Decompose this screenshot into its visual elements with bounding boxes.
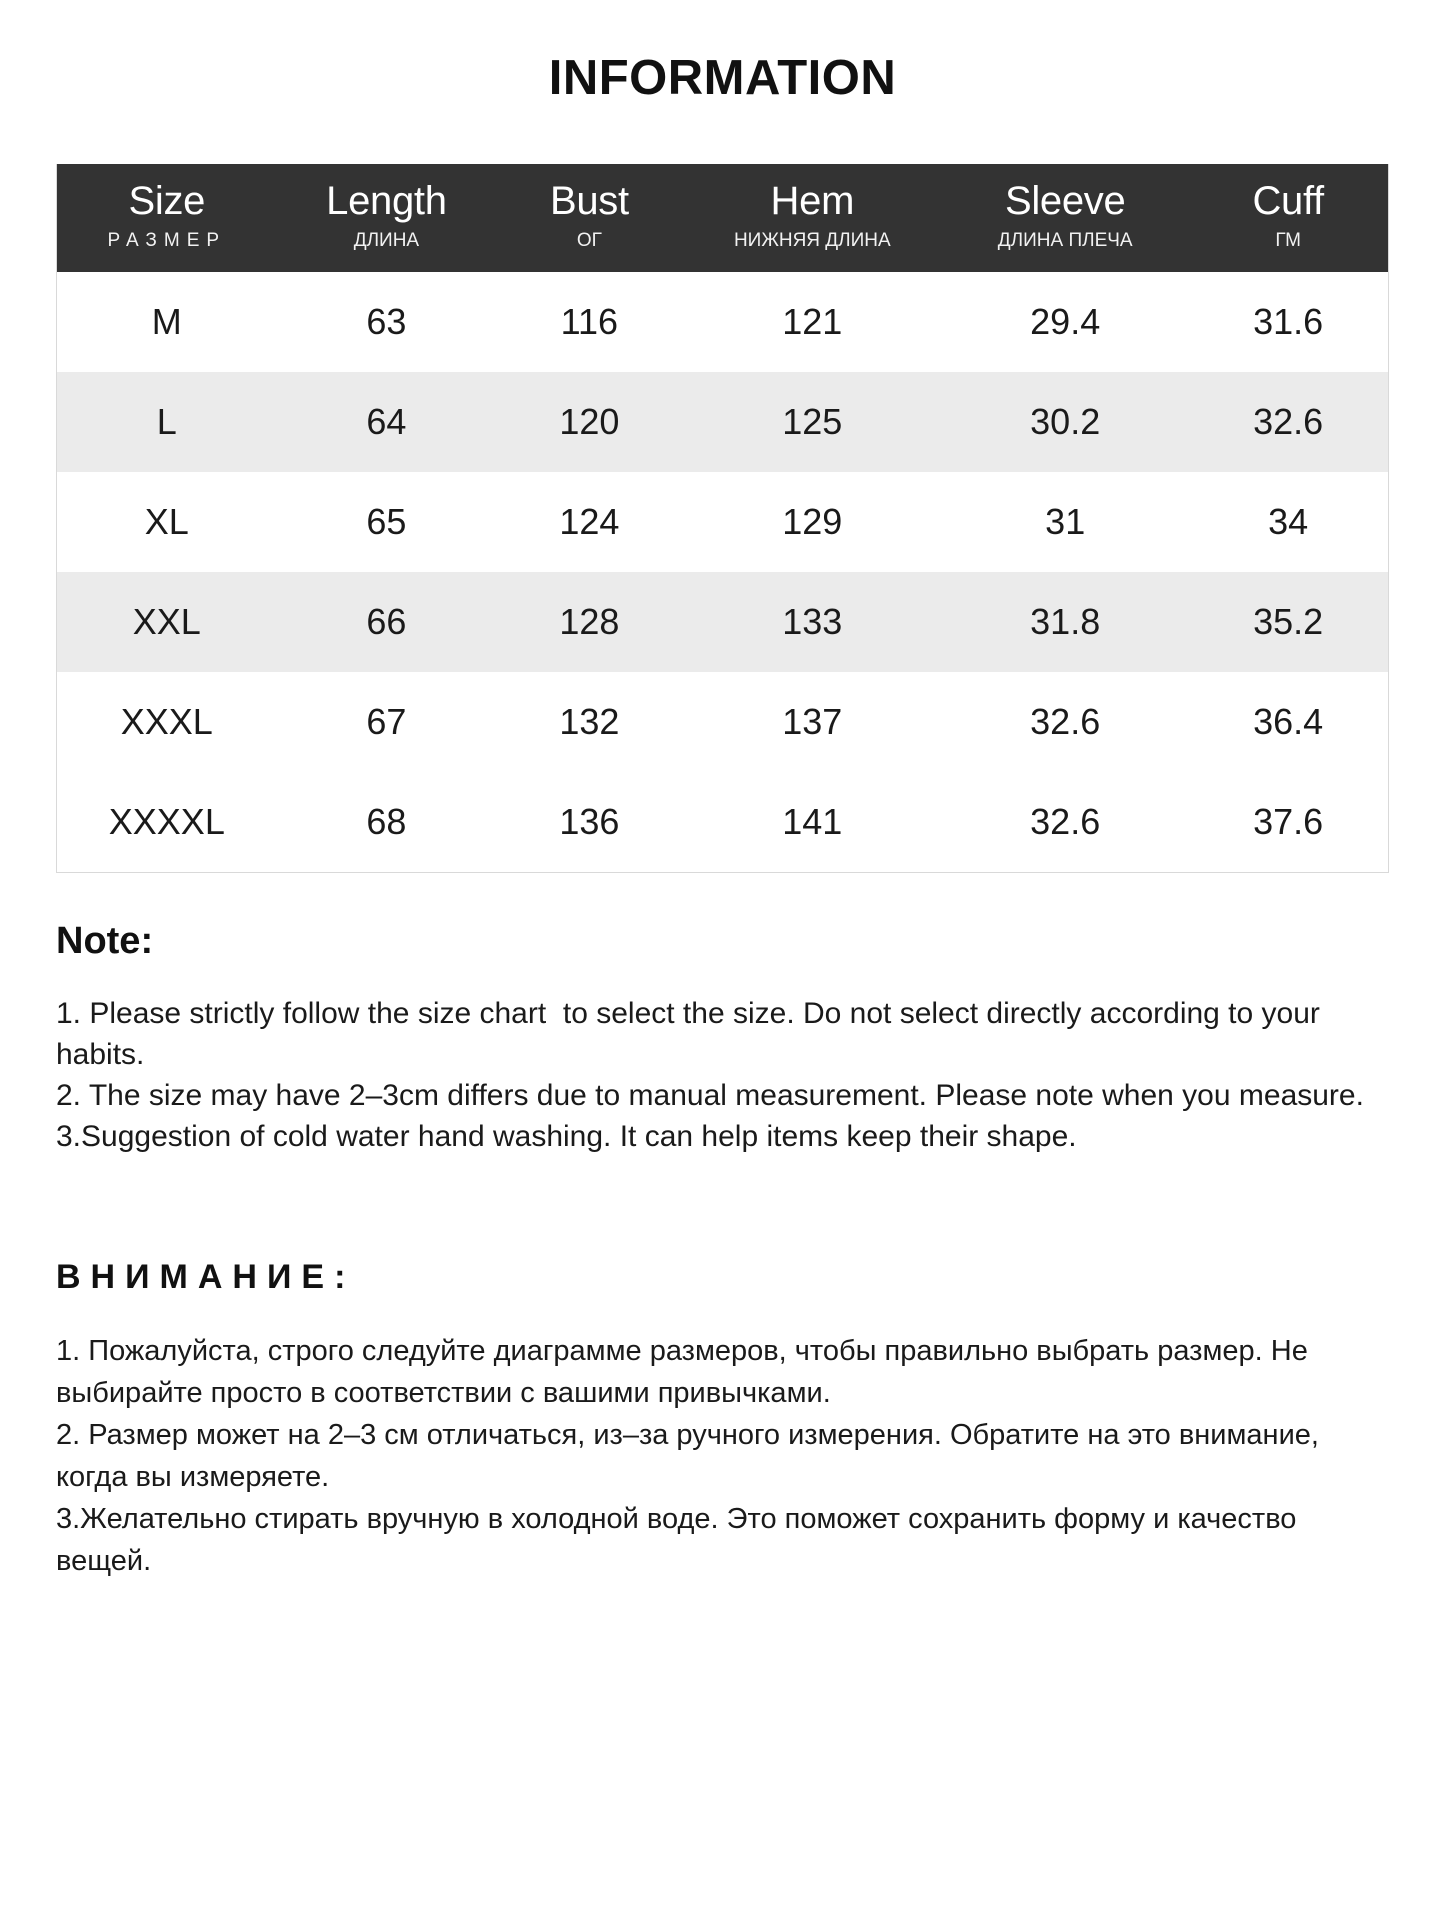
cell-sleeve: 31 <box>1045 501 1086 543</box>
cell-sleeve: 31.8 <box>1030 601 1101 643</box>
cell-sleeve: 29.4 <box>1030 301 1101 343</box>
cell-bust: 124 <box>559 501 620 543</box>
cell-cuff: 32.6 <box>1253 401 1324 443</box>
cell-hem: 141 <box>782 801 843 843</box>
table-row: XXL 66 128 133 31.8 35.2 <box>57 572 1388 673</box>
column-header-sleeve-label: Sleeve <box>1004 179 1126 224</box>
column-header-sleeve: Sleeve ДЛИНА ПЛЕЧА <box>942 164 1188 272</box>
cell-sleeve: 32.6 <box>1030 701 1101 743</box>
cell-size: XXXXL <box>108 801 225 843</box>
column-header-cuff: Cuff ГМ <box>1188 164 1388 272</box>
note-body-english: 1. Please strictly follow the size chart… <box>56 996 1364 1154</box>
cell-length: 66 <box>366 601 407 643</box>
cell-cuff: 36.4 <box>1253 701 1324 743</box>
notes-section-russian: ВНИМАНИЕ: 1. Пожалуйста, строго следуйте… <box>56 1257 1389 1582</box>
cell-length: 64 <box>366 401 407 443</box>
size-table-body: M 63 116 121 29.4 31.6 L 64 120 125 30.2… <box>57 272 1388 873</box>
cell-cuff: 31.6 <box>1253 301 1324 343</box>
table-row: XXXL 67 132 137 32.6 36.4 <box>57 672 1388 773</box>
cell-hem: 125 <box>782 401 843 443</box>
column-header-cuff-label: Cuff <box>1252 179 1324 224</box>
cell-hem: 133 <box>782 601 843 643</box>
column-header-length: Length ДЛИНА <box>277 164 497 272</box>
size-table: Size РАЗМЕР Length ДЛИНА Bust ОГ Hem НИЖ… <box>57 164 1388 873</box>
cell-size: M <box>151 301 182 343</box>
column-header-hem-sublabel: НИЖНЯЯ ДЛИНА <box>733 230 891 252</box>
table-row: M 63 116 121 29.4 31.6 <box>57 272 1388 373</box>
cell-bust: 132 <box>559 701 620 743</box>
table-row: XL 65 124 129 31 34 <box>57 472 1388 573</box>
notes-section-english: Note: 1. Please strictly follow the size… <box>56 919 1389 1157</box>
cell-bust: 128 <box>559 601 620 643</box>
column-header-bust-label: Bust <box>549 179 629 224</box>
table-row: XXXXL 68 136 141 32.6 37.6 <box>57 772 1388 873</box>
cell-sleeve: 30.2 <box>1030 401 1101 443</box>
cell-hem: 137 <box>782 701 843 743</box>
column-header-length-label: Length <box>326 179 447 224</box>
cell-size: XXL <box>132 601 201 643</box>
cell-length: 63 <box>366 301 407 343</box>
column-header-size: Size РАЗМЕР <box>57 164 277 272</box>
column-header-size-sublabel: РАЗМЕР <box>107 230 227 252</box>
cell-size: XXXL <box>120 701 213 743</box>
cell-bust: 136 <box>559 801 620 843</box>
column-header-length-sublabel: ДЛИНА <box>353 230 420 252</box>
column-header-hem-label: Hem <box>770 179 855 224</box>
cell-size: XL <box>144 501 189 543</box>
cell-length: 67 <box>366 701 407 743</box>
cell-sleeve: 32.6 <box>1030 801 1101 843</box>
note-body-russian: 1. Пожалуйста, строго следуйте диаграмме… <box>56 1335 1319 1578</box>
cell-bust: 116 <box>560 301 619 343</box>
size-table-container: Size РАЗМЕР Length ДЛИНА Bust ОГ Hem НИЖ… <box>56 164 1389 874</box>
cell-length: 65 <box>366 501 407 543</box>
note-heading-english: Note: <box>56 920 154 963</box>
column-header-cuff-sublabel: ГМ <box>1275 230 1301 252</box>
column-header-hem: Hem НИЖНЯЯ ДЛИНА <box>683 164 943 272</box>
note-heading-russian: ВНИМАНИЕ: <box>56 1258 356 1297</box>
column-header-bust: Bust ОГ <box>496 164 682 272</box>
table-row: L 64 120 125 30.2 32.6 <box>57 372 1388 473</box>
column-header-size-label: Size <box>128 179 206 224</box>
cell-cuff: 35.2 <box>1253 601 1324 643</box>
cell-hem: 129 <box>782 501 843 543</box>
cell-cuff: 37.6 <box>1253 801 1324 843</box>
column-header-bust-sublabel: ОГ <box>576 230 602 252</box>
cell-hem: 121 <box>782 301 843 343</box>
column-header-sleeve-sublabel: ДЛИНА ПЛЕЧА <box>997 230 1133 252</box>
page-title: INFORMATION <box>548 51 897 105</box>
size-table-head: Size РАЗМЕР Length ДЛИНА Bust ОГ Hem НИЖ… <box>57 164 1388 273</box>
cell-bust: 120 <box>559 401 620 443</box>
cell-cuff: 34 <box>1268 501 1309 543</box>
cell-size: L <box>156 401 177 443</box>
cell-length: 68 <box>366 801 407 843</box>
table-header-row: Size РАЗМЕР Length ДЛИНА Bust ОГ Hem НИЖ… <box>57 164 1388 273</box>
